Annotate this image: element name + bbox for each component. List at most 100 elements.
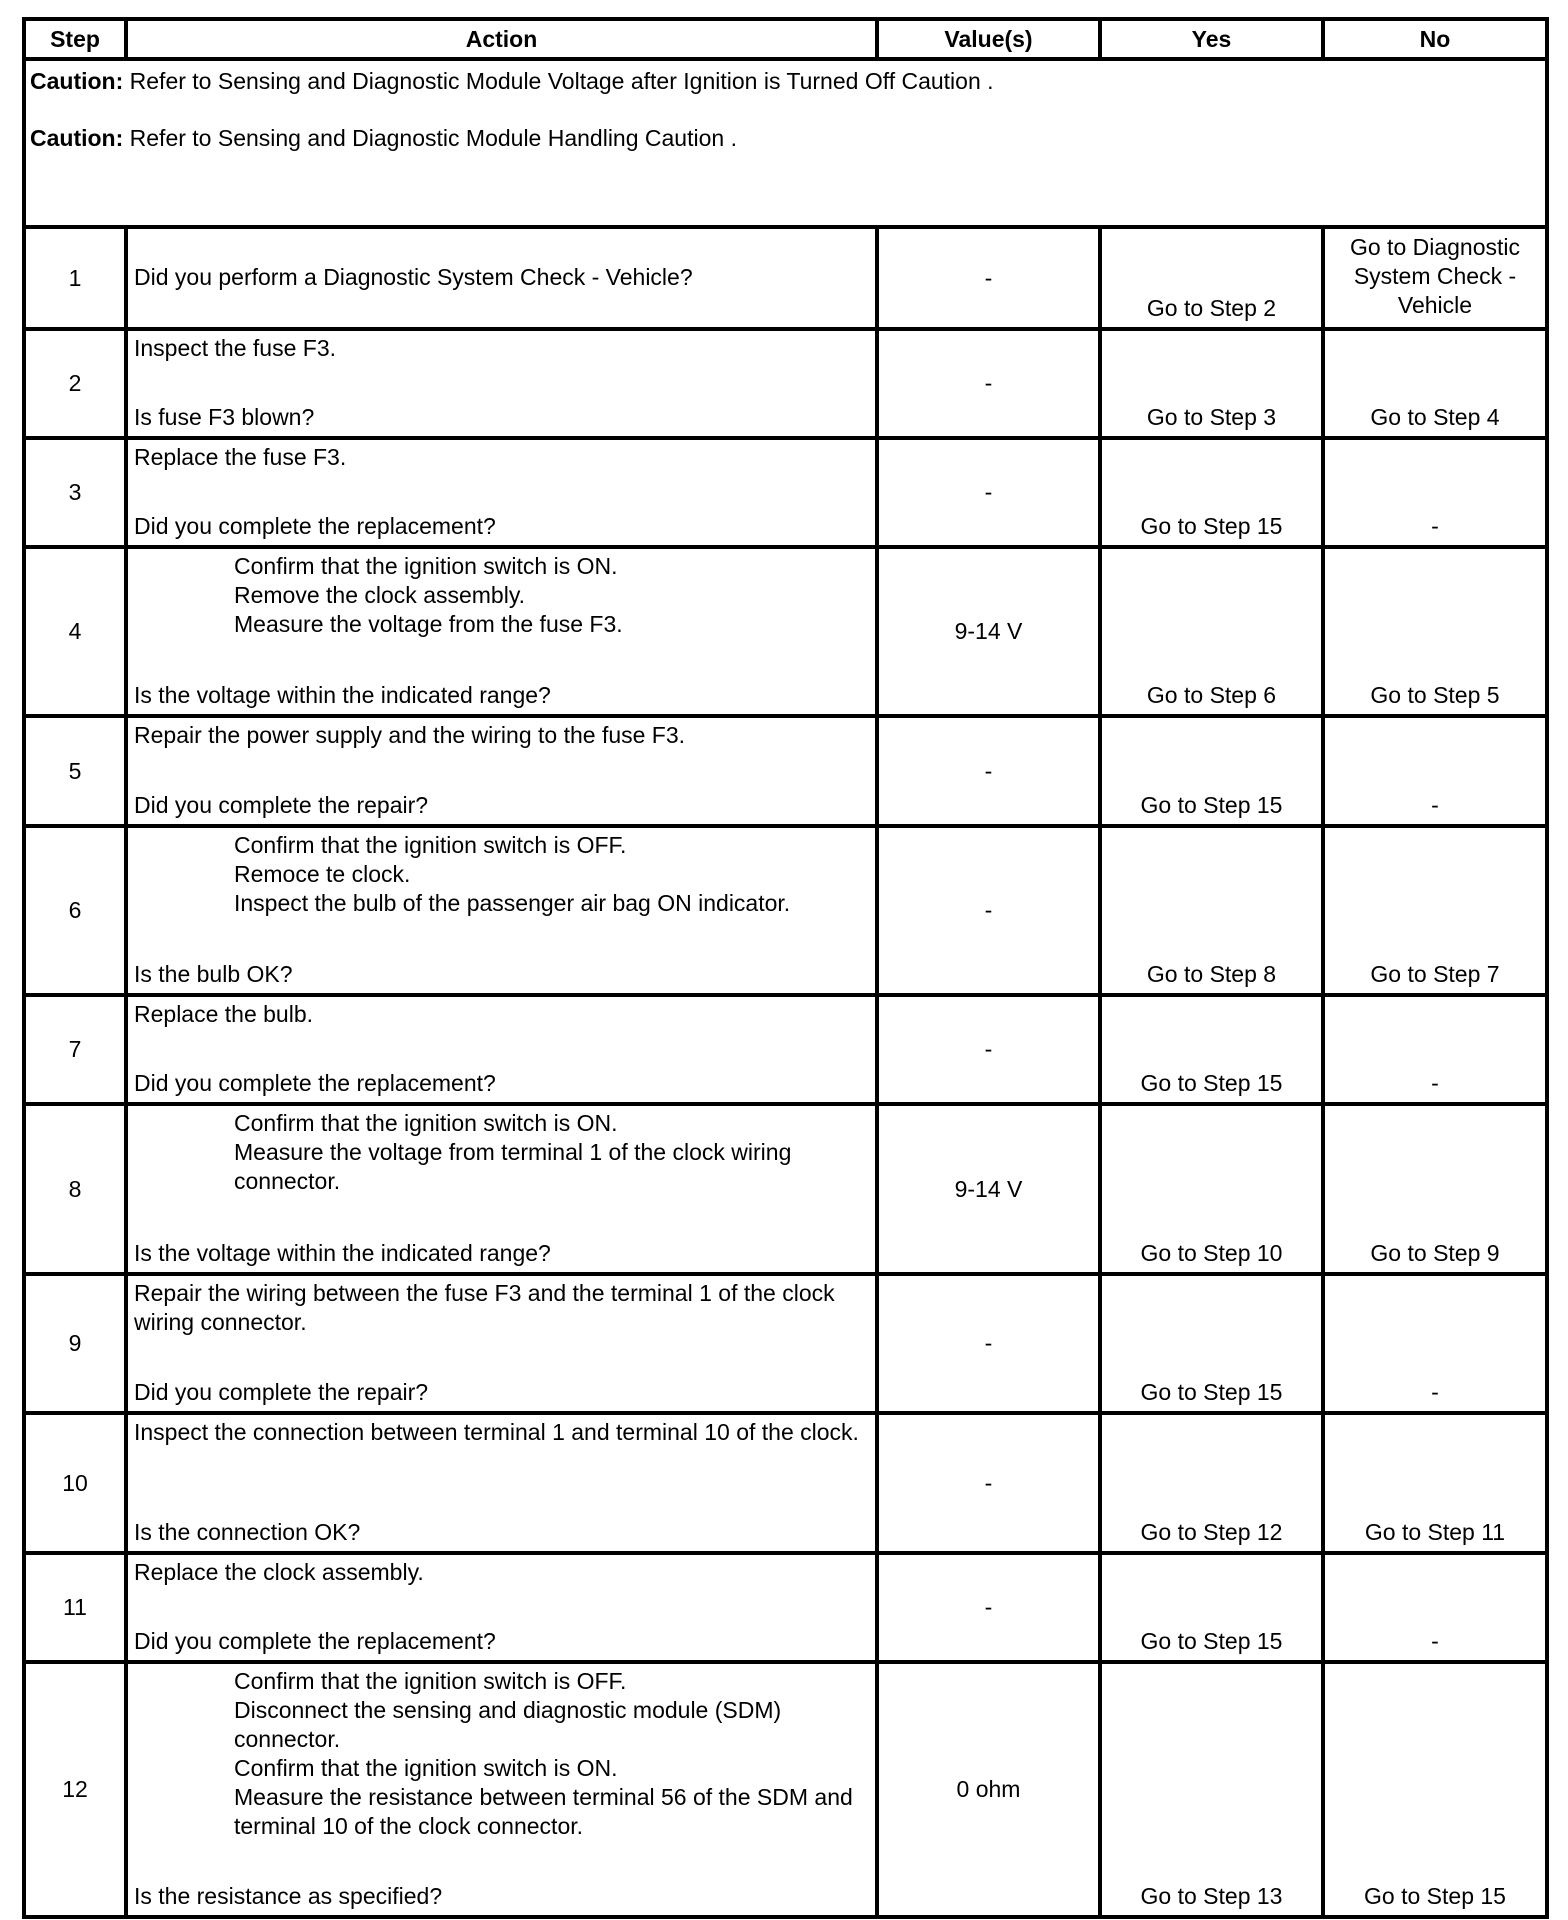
action-cell: Confirm that the ignition switch is ON. R…	[124, 545, 879, 718]
caution-1: Caution: Refer to Sensing and Diagnostic…	[30, 67, 1541, 96]
action-question: Did you complete the replacement?	[134, 1070, 496, 1096]
action-line: Confirm that the ignition switch is OFF.	[234, 1668, 627, 1694]
action-line: Measure the voltage from terminal 1 of t…	[234, 1139, 792, 1194]
action-cell: Replace the bulb. Did you complete the re…	[124, 993, 879, 1106]
caution-text: Refer to Sensing and Diagnostic Module V…	[123, 68, 994, 94]
table-row: 9 Repair the wiring between the fuse F3 a…	[22, 1272, 1549, 1415]
action-cell: Replace the clock assembly. Did you compl…	[124, 1551, 879, 1664]
table-row: 6 Confirm that the ignition switch is OFF…	[22, 824, 1549, 997]
action-question: Is the voltage within the indicated rang…	[134, 682, 551, 708]
action-line: Confirm that the ignition switch is ON.	[234, 553, 618, 579]
step-cell: 2	[22, 327, 128, 440]
value-cell: -	[875, 1411, 1102, 1555]
action-content: Replace the clock assembly. Did you compl…	[134, 1558, 869, 1656]
caution-label: Caution:	[30, 125, 124, 151]
yes-cell: Go to Step 2	[1098, 225, 1325, 331]
action-question: Is the connection OK?	[134, 1519, 361, 1545]
action-question: Is the resistance as specified?	[134, 1883, 443, 1909]
caution-2: Caution: Refer to Sensing and Diagnostic…	[30, 124, 1541, 153]
action-line: Disconnect the sensing and diagnostic mo…	[234, 1697, 782, 1752]
value-cell: -	[875, 824, 1102, 997]
value-cell: -	[875, 1551, 1102, 1664]
action-instructions: Inspect the connection between terminal …	[134, 1418, 869, 1447]
action-line: Repair the power supply and the wiring t…	[134, 722, 686, 748]
value-cell: -	[875, 327, 1102, 440]
header-no: No	[1321, 17, 1549, 61]
header-yes: Yes	[1098, 17, 1325, 61]
no-cell: Go to Step 15	[1321, 1660, 1549, 1919]
table-row: 1 Did you perform a Diagnostic System Che…	[22, 225, 1549, 331]
action-question: Is the bulb OK?	[134, 961, 293, 987]
action-instructions: Replace the clock assembly.	[134, 1558, 869, 1587]
table-row: 5 Repair the power supply and the wiring …	[22, 714, 1549, 828]
action-question: Did you complete the replacement?	[134, 1628, 496, 1654]
step-cell: 4	[22, 545, 128, 718]
action-instructions: Repair the wiring between the fuse F3 an…	[134, 1279, 869, 1337]
action-line: Measure the voltage from the fuse F3.	[234, 611, 623, 637]
yes-cell: Go to Step 8	[1098, 824, 1325, 997]
yes-cell: Go to Step 15	[1098, 436, 1325, 549]
diagnostic-table: Step Action Value(s) Yes No Caution: Ref…	[22, 17, 1549, 1919]
step-cell: 5	[22, 714, 128, 828]
action-question: Did you perform a Diagnostic System Chec…	[134, 264, 693, 290]
action-content: Confirm that the ignition switch is OFF.…	[134, 831, 869, 989]
no-cell: Go to Step 7	[1321, 824, 1549, 997]
action-cell: Repair the wiring between the fuse F3 an…	[124, 1272, 879, 1415]
yes-cell: Go to Step 15	[1098, 714, 1325, 828]
value-cell: 9-14 V	[875, 545, 1102, 718]
no-cell: Go to Step 9	[1321, 1102, 1549, 1276]
table-row: 4 Confirm that the ignition switch is ON.…	[22, 545, 1549, 718]
step-cell: 8	[22, 1102, 128, 1276]
yes-cell: Go to Step 3	[1098, 327, 1325, 440]
caution-label: Caution:	[30, 68, 124, 94]
action-line: Measure the resistance between terminal …	[234, 1784, 853, 1839]
action-content: Inspect the connection between terminal …	[134, 1418, 869, 1547]
action-instructions: Inspect the fuse F3.	[134, 334, 869, 363]
yes-cell: Go to Step 10	[1098, 1102, 1325, 1276]
value-cell: -	[875, 225, 1102, 331]
no-cell: -	[1321, 436, 1549, 549]
header-action: Action	[124, 17, 879, 61]
table-row: 7 Replace the bulb. Did you complete the r…	[22, 993, 1549, 1106]
action-cell: Confirm that the ignition switch is OFF.…	[124, 824, 879, 997]
value-cell: 9-14 V	[875, 1102, 1102, 1276]
step-cell: 3	[22, 436, 128, 549]
value-cell: -	[875, 1272, 1102, 1415]
yes-cell: Go to Step 6	[1098, 545, 1325, 718]
action-cell: Confirm that the ignition switch is OFF.…	[124, 1660, 879, 1919]
action-content: Confirm that the ignition switch is OFF.…	[134, 1667, 869, 1911]
action-instructions: Confirm that the ignition switch is ON. R…	[134, 552, 869, 639]
action-question: Did you complete the replacement?	[134, 513, 496, 539]
value-cell: 0 ohm	[875, 1660, 1102, 1919]
no-cell: -	[1321, 993, 1549, 1106]
caution-row: Caution: Refer to Sensing and Diagnostic…	[22, 57, 1549, 229]
step-cell: 6	[22, 824, 128, 997]
table-row: 10 Inspect the connection between termina…	[22, 1411, 1549, 1555]
action-question: Did you complete the repair?	[134, 792, 429, 818]
no-cell: Go to Step 4	[1321, 327, 1549, 440]
action-line: Inspect the bulb of the passenger air ba…	[234, 890, 791, 916]
action-content: Inspect the fuse F3. Is fuse F3 blown?	[134, 334, 869, 432]
action-line: Replace the bulb.	[134, 1001, 314, 1027]
action-line: Inspect the connection between terminal …	[134, 1419, 859, 1445]
no-cell: -	[1321, 1272, 1549, 1415]
value-cell: -	[875, 436, 1102, 549]
action-line: Replace the fuse F3.	[134, 444, 347, 470]
action-line: Inspect the fuse F3.	[134, 335, 337, 361]
action-instructions: Confirm that the ignition switch is OFF.…	[134, 1667, 869, 1841]
action-instructions: Confirm that the ignition switch is ON. M…	[134, 1109, 869, 1196]
header-step: Step	[22, 17, 128, 61]
table-row: 12 Confirm that the ignition switch is OF…	[22, 1660, 1549, 1919]
action-cell: Inspect the connection between terminal …	[124, 1411, 879, 1555]
action-instructions: Replace the bulb.	[134, 1000, 869, 1029]
table-row: 11 Replace the clock assembly. Did you com…	[22, 1551, 1549, 1664]
action-cell: Replace the fuse F3. Did you complete the…	[124, 436, 879, 549]
no-cell: -	[1321, 714, 1549, 828]
step-cell: 11	[22, 1551, 128, 1664]
action-line: Confirm that the ignition switch is ON.	[234, 1755, 618, 1781]
caution-cell: Caution: Refer to Sensing and Diagnostic…	[22, 57, 1549, 229]
action-content: Confirm that the ignition switch is ON. R…	[134, 552, 869, 710]
step-cell: 12	[22, 1660, 128, 1919]
value-cell: -	[875, 714, 1102, 828]
no-cell: Go to Step 11	[1321, 1411, 1549, 1555]
